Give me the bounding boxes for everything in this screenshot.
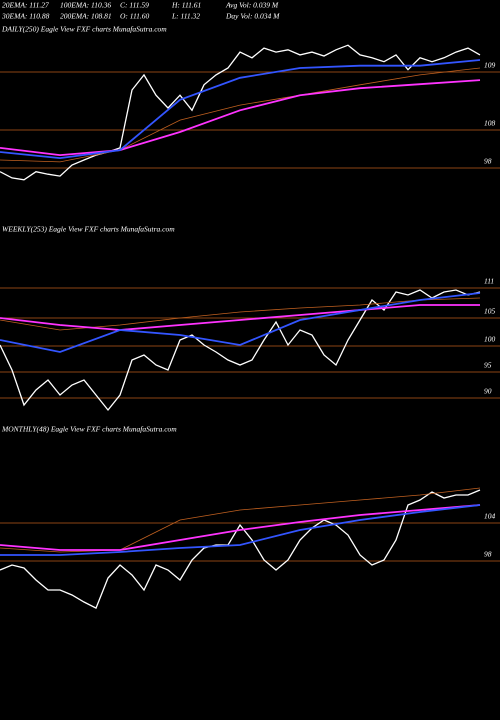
series-line (0, 487, 481, 553)
y-tick-label: 98 (484, 550, 492, 559)
header-item: 20EMA: 111.27 (2, 1, 49, 10)
y-tick-label: 95 (484, 361, 492, 370)
header-item: O: 111.60 (120, 12, 150, 21)
series-line (0, 504, 481, 556)
y-tick-label: 108 (484, 119, 496, 128)
header-item: 30EMA: 110.88 (1, 12, 50, 21)
y-tick-label: 100 (484, 335, 496, 344)
header-item: 100EMA: 110.36 (60, 1, 111, 10)
y-tick-label: 90 (484, 387, 492, 396)
series-line (0, 67, 481, 163)
header-item: Avg Vol: 0.039 M (225, 1, 279, 10)
series-line (0, 489, 481, 610)
header-item: 200EMA: 108.81 (60, 12, 112, 21)
header-item: Day Vol: 0.034 M (225, 12, 280, 21)
series-line (0, 289, 481, 412)
panel-title: MONTHLY(48) Eagle View FXF charts Munafa… (1, 425, 177, 434)
series-line (0, 59, 481, 160)
y-tick-label: 111 (484, 277, 494, 286)
header-item: L: 111.32 (171, 12, 200, 21)
y-tick-label: 104 (484, 512, 496, 521)
y-tick-label: 109 (484, 61, 496, 70)
y-tick-label: 105 (484, 307, 496, 316)
series-line (0, 304, 480, 331)
y-tick-label: 98 (484, 157, 492, 166)
series-line (0, 504, 481, 551)
series-line (0, 297, 481, 331)
series-line (0, 79, 481, 157)
header-item: C: 111.59 (120, 1, 149, 10)
series-line (0, 44, 481, 181)
header-item: H: 111.61 (171, 1, 201, 10)
panel-title: WEEKLY(253) Eagle View FXF charts Munafa… (2, 225, 175, 234)
series-line (0, 292, 481, 353)
panel-title: DAILY(250) Eagle View FXF charts MunafaS… (1, 25, 167, 34)
